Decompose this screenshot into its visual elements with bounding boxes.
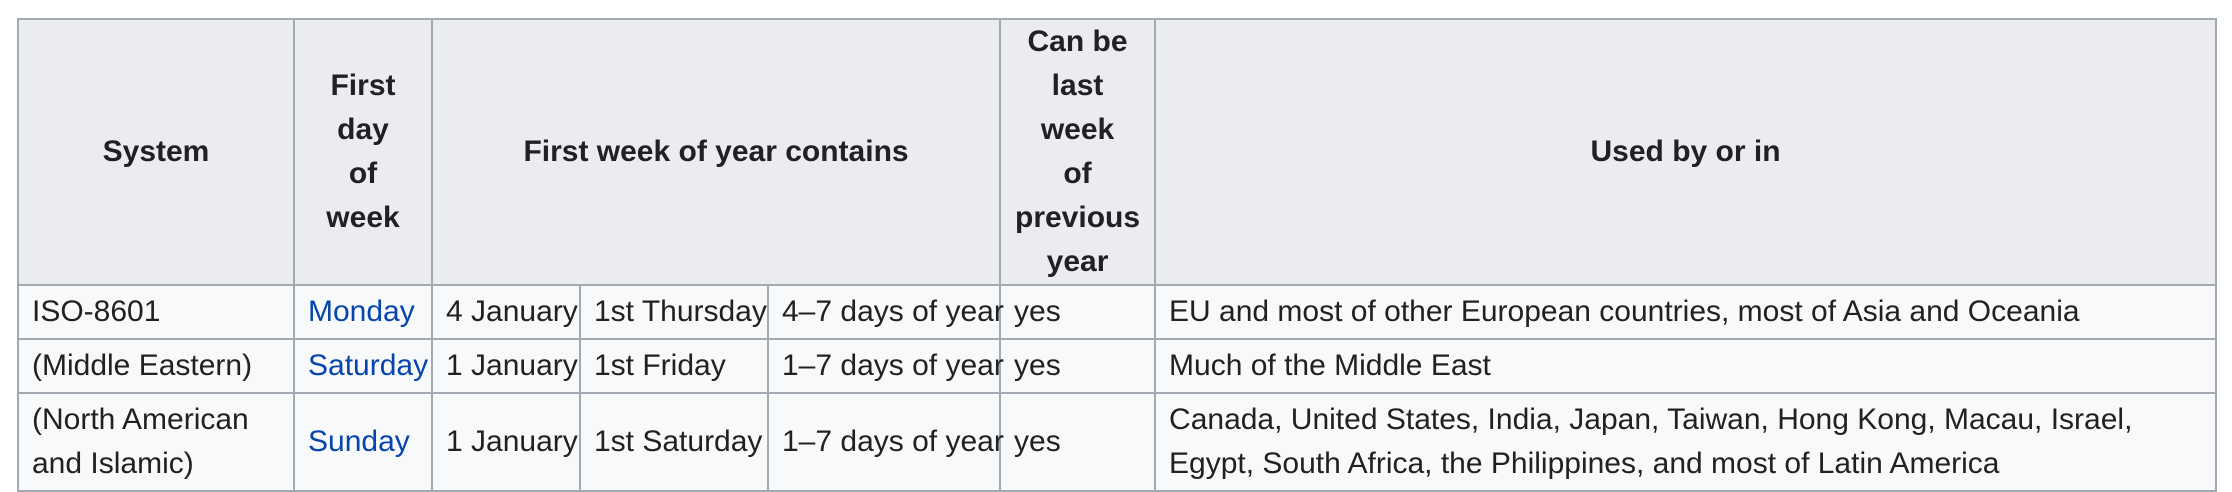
cell-used-by: Much of the Middle East xyxy=(1154,338,2218,394)
table-row: (Middle Eastern) Saturday 1 January 1st … xyxy=(17,338,2218,394)
header-last-week-line1: Can be xyxy=(1027,25,1128,58)
cell-contains-date: 4 January xyxy=(431,284,581,340)
header-first-week-label: First week of year contains xyxy=(523,135,909,168)
cell-system-line1: (North American xyxy=(32,403,249,436)
header-first-day-line3: of week xyxy=(326,157,400,234)
cell-contains-days: 4–7 days of year xyxy=(766,284,1004,340)
cell-system: (North American and Islamic) xyxy=(17,392,295,492)
table-row: (North American and Islamic) Sunday 1 Ja… xyxy=(17,392,2218,492)
cell-contains-days: 1–7 days of year xyxy=(766,338,1004,394)
header-system-label: System xyxy=(102,135,210,168)
cell-last-week: yes xyxy=(999,284,1157,340)
header-last-week-line2: last week xyxy=(1040,69,1115,146)
table-row: ISO-8601 Monday 4 January 1st Thursday 4… xyxy=(17,284,2218,340)
saturday-link[interactable]: Saturday xyxy=(308,349,429,382)
sunday-link[interactable]: Sunday xyxy=(308,425,410,458)
cell-system: (Middle Eastern) xyxy=(17,338,295,394)
cell-system-line2: and Islamic) xyxy=(32,447,194,480)
header-used-by-label: Used by or in xyxy=(1590,135,1781,168)
cell-first-day: Monday xyxy=(293,284,433,340)
cell-first-day: Sunday xyxy=(293,392,433,492)
cell-contains-date: 1 January xyxy=(431,392,581,492)
header-used-by: Used by or in xyxy=(1154,18,2218,286)
cell-contains-weekday: 1st Thursday xyxy=(579,284,769,340)
cell-contains-date: 1 January xyxy=(431,338,581,394)
cell-last-week: yes xyxy=(999,338,1157,394)
header-first-day-line2: day xyxy=(337,113,389,146)
cell-contains-days: 1–7 days of year xyxy=(766,392,1004,492)
header-first-day: First day of week xyxy=(293,18,433,286)
header-last-week-line4: previous xyxy=(1015,201,1141,234)
header-first-day-line1: First xyxy=(330,69,396,102)
cell-contains-weekday: 1st Friday xyxy=(579,338,769,394)
header-last-week: Can be last week of previous year xyxy=(999,18,1157,286)
cell-first-day: Saturday xyxy=(293,338,433,394)
cell-used-by: Canada, United States, India, Japan, Tai… xyxy=(1154,392,2218,492)
header-last-week-line5: year xyxy=(1046,245,1109,278)
week-numbering-table: System First day of week First week of y… xyxy=(17,18,2218,492)
header-first-week: First week of year contains xyxy=(430,18,1002,286)
header-system: System xyxy=(17,18,295,286)
cell-contains-weekday: 1st Saturday xyxy=(579,392,769,492)
header-last-week-line3: of xyxy=(1063,157,1092,190)
cell-last-week: yes xyxy=(999,392,1157,492)
header-row: System First day of week First week of y… xyxy=(17,18,2218,286)
cell-used-by: EU and most of other European countries,… xyxy=(1154,284,2218,340)
monday-link[interactable]: Monday xyxy=(308,295,415,328)
cell-system: ISO-8601 xyxy=(17,284,295,340)
